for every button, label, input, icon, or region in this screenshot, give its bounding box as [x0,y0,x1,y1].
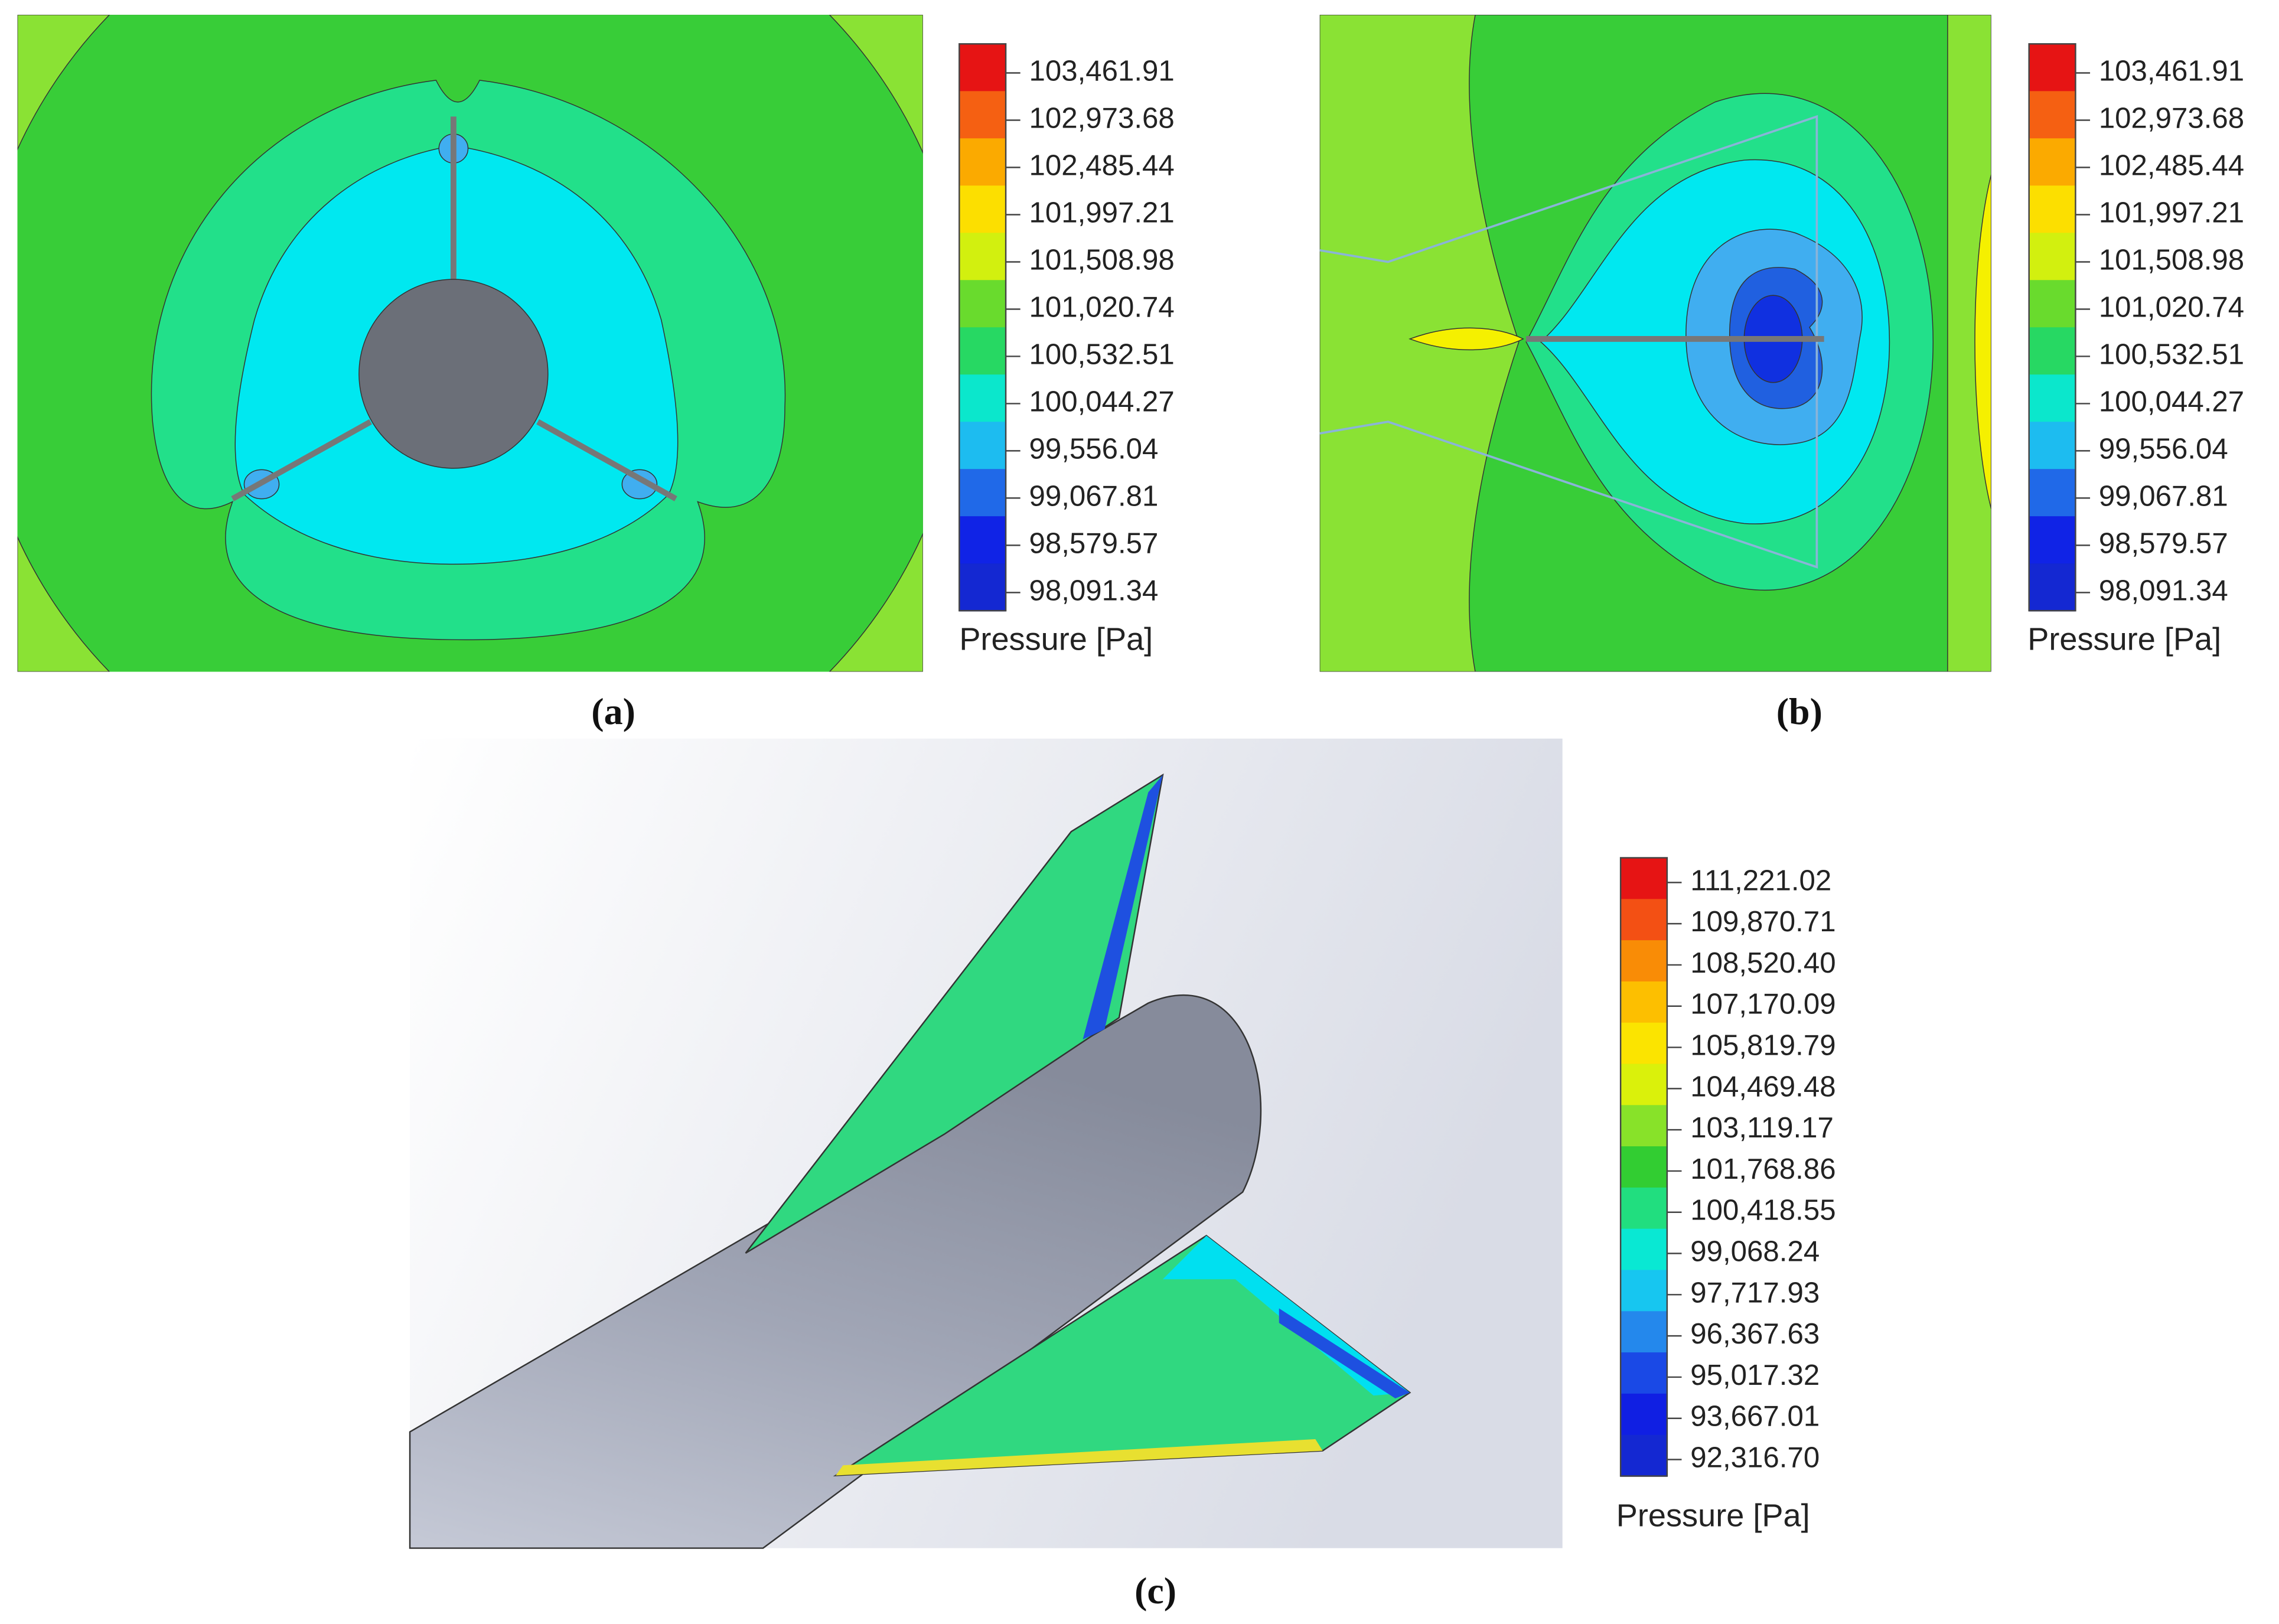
colorbar-label: 97,717.93 [1690,1276,1820,1309]
colorbar-label: 101,508.98 [2099,243,2244,276]
colorbar-band [2029,563,2076,612]
colorbar-label: 101,768.86 [1690,1153,1835,1185]
colorbar-label: 98,579.57 [1029,527,1158,559]
colorbar-band [1621,899,1667,941]
panel-c-render [409,738,1563,1549]
colorbar-band [2029,138,2076,187]
colorbar-label: 98,091.34 [2099,574,2228,606]
colorbar-label: 95,017.32 [1690,1359,1820,1391]
colorbar-band [959,469,1006,517]
colorbar-band [1621,1393,1667,1436]
colorbar-band [959,44,1006,92]
colorbar-label: 101,997.21 [1029,196,1174,229]
panel-caption: (b) [1776,690,1822,732]
panel-caption: (c) [1134,1570,1176,1612]
colorbar-frame [2028,43,2076,612]
colorbar-label: 101,020.74 [1029,291,1174,323]
colorbar-band [1621,1105,1667,1147]
colorbar-label: 102,973.68 [1029,102,1174,135]
colorbar-label: 107,170.09 [1690,988,1835,1020]
colorbar-label: 99,067.81 [1029,480,1158,512]
colorbar-band [2029,422,2076,470]
colorbar-label: 102,485.44 [1029,149,1174,182]
colorbar-band [1621,940,1667,983]
colorbar-label: 105,819.79 [1690,1029,1835,1062]
colorbar-label: 99,067.81 [2099,480,2228,512]
legend-title: Pressure [Pa] [2027,622,2221,657]
colorbar-band [1621,857,1667,900]
legend-title: Pressure [Pa] [1616,1498,1810,1534]
colorbar-label: 96,367.63 [1690,1318,1820,1350]
colorbar-band [1621,1064,1667,1106]
colorbar-label: 99,556.04 [2099,432,2228,465]
colorbar-label: 99,556.04 [1029,432,1158,465]
colorbar-band [1621,1146,1667,1189]
panel-caption: (a) [591,690,635,732]
panel-b-plot [1319,15,1991,672]
colorbar-label: 98,579.57 [2099,527,2228,559]
colorbar-label: 93,667.01 [1690,1400,1820,1433]
colorbar-band [2029,374,2076,423]
colorbar-band [959,516,1006,565]
colorbar-band [1621,1022,1667,1065]
colorbar-band [959,91,1006,139]
colorbar-label: 101,997.21 [2099,196,2244,229]
colorbar-label: 102,485.44 [2099,149,2244,182]
colorbar-label: 104,469.48 [1690,1070,1835,1103]
colorbar-label: 92,316.70 [1690,1442,1820,1474]
colorbar-band [1621,981,1667,1023]
colorbar-band [1621,1352,1667,1395]
colorbar-band [2029,233,2076,281]
panel-a-plot [17,15,923,672]
colorbar-band [2029,91,2076,139]
colorbar-band [2029,185,2076,234]
colorbar-label: 103,119.17 [1690,1111,1834,1144]
colorbar-label: 108,520.40 [1690,947,1835,979]
colorbar-band [959,138,1006,187]
colorbar-label: 102,973.68 [2099,102,2244,135]
colorbar-band [2029,516,2076,565]
colorbar-band [959,563,1006,612]
colorbar-frame [958,43,1007,612]
colorbar-band [2029,327,2076,376]
colorbar-band [2029,44,2076,92]
colorbar-band [959,233,1006,281]
colorbar-label: 101,508.98 [1029,243,1174,276]
colorbar-band [959,422,1006,470]
colorbar-frame [1619,857,1668,1477]
colorbar-band [1621,1187,1667,1230]
colorbar-label: 103,461.91 [2099,55,2244,87]
colorbar-label: 111,221.02 [1690,864,1831,896]
colorbar-label: 103,461.91 [1029,55,1174,87]
colorbar-band [1621,1270,1667,1312]
colorbar-band [2029,469,2076,517]
legends: 103,461.91 102,973.68 102,485.44 101,997.21… [591,43,2244,1612]
colorbar-label: 100,044.27 [1029,385,1174,418]
colorbar-band [959,327,1006,376]
colorbar-label: 100,418.55 [1690,1194,1835,1227]
colorbar-label: 99,068.24 [1690,1235,1820,1268]
colorbar-band [959,374,1006,423]
legend-title: Pressure [Pa] [959,622,1153,657]
colorbar-label: 100,044.27 [2099,385,2244,418]
colorbar-band [959,280,1006,328]
colorbar-label: 100,532.51 [2099,338,2244,370]
colorbar-band [959,185,1006,234]
colorbar-label: 109,870.71 [1690,905,1835,938]
colorbar-label: 101,020.74 [2099,291,2244,323]
colorbar-band [1621,1228,1667,1271]
colorbar-band [1621,1311,1667,1354]
colorbar-band [2029,280,2076,328]
colorbar-label: 100,532.51 [1029,338,1174,370]
colorbar-label: 98,091.34 [1029,574,1158,606]
colorbar-band [1621,1434,1667,1477]
